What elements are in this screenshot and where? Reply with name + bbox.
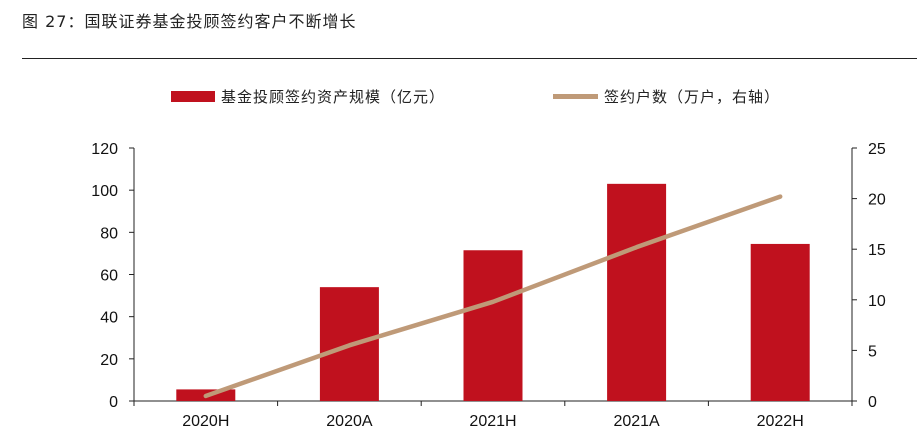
- legend-line-label: 签约户数（万户，右轴）: [604, 88, 780, 106]
- x-tick-label: 2020A: [326, 413, 373, 430]
- title-divider: [22, 58, 917, 59]
- legend: 基金投顾签约资产规模（亿元） 签约户数（万户，右轴）: [171, 88, 780, 106]
- bar-series: [176, 183, 810, 401]
- legend-bar-swatch: [171, 91, 215, 102]
- tick-labels: 0 20 40 60 80 100 120 0 5 10 15 20 25 2020H 2020A 2021H…: [91, 141, 886, 430]
- x-tick-label: 2021A: [613, 413, 660, 430]
- right-tick-label: 5: [868, 343, 877, 360]
- left-tick-label: 100: [91, 183, 118, 200]
- left-tick-label: 80: [100, 225, 118, 242]
- left-tick-label: 20: [100, 352, 118, 369]
- left-tick-label: 60: [100, 268, 118, 285]
- right-tick-label: 0: [868, 394, 877, 411]
- legend-bar-label: 基金投顾签约资产规模（亿元）: [221, 88, 445, 106]
- bar: [607, 183, 667, 401]
- bar: [750, 243, 810, 401]
- x-tick-label: 2021H: [469, 413, 516, 430]
- right-tick-label: 25: [868, 141, 886, 158]
- right-tick-label: 10: [868, 293, 886, 310]
- x-tick-label: 2022H: [757, 413, 804, 430]
- left-tick-label: 0: [109, 394, 118, 411]
- right-tick-label: 15: [868, 242, 886, 259]
- left-tick-label: 120: [91, 141, 118, 158]
- left-tick-label: 40: [100, 310, 118, 327]
- figure-title: 图 27：国联证券基金投顾签约客户不断增长: [22, 12, 357, 31]
- right-tick-label: 20: [868, 192, 886, 209]
- bar: [463, 250, 523, 401]
- x-tick-label: 2020H: [182, 413, 229, 430]
- line-series: [203, 194, 783, 399]
